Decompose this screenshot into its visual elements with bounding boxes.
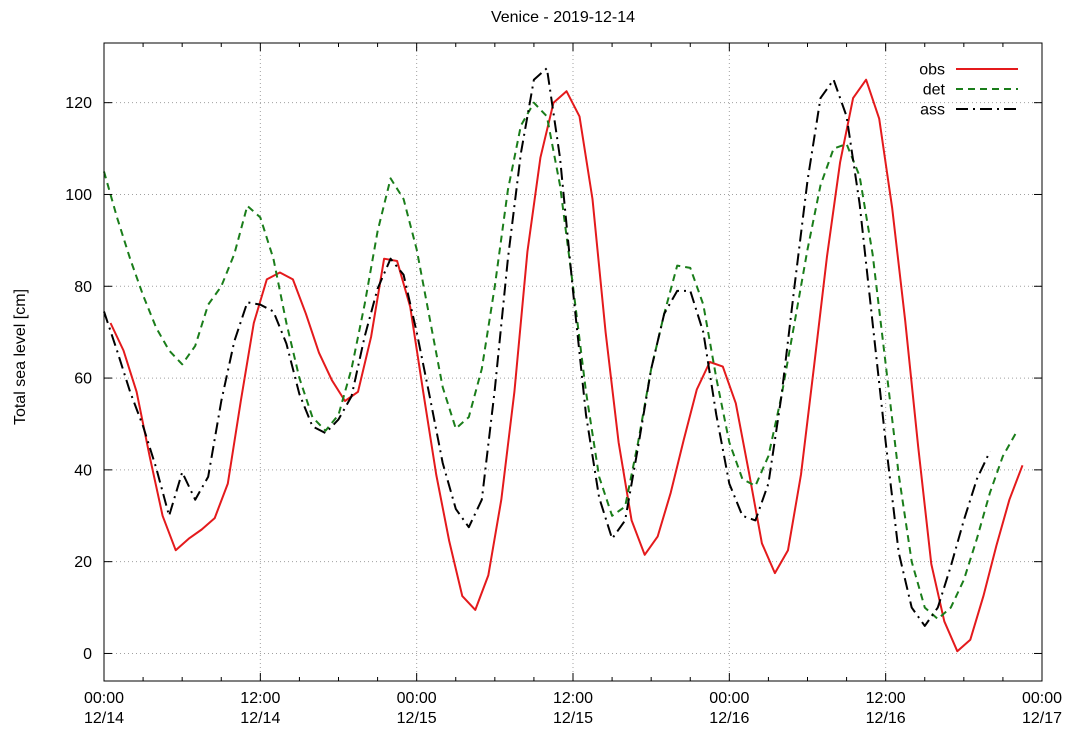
y-tick-label: 20 xyxy=(74,554,92,571)
x-tick-label-time: 12:00 xyxy=(866,690,906,707)
x-tick-label-time: 12:00 xyxy=(240,690,280,707)
y-tick-label: 40 xyxy=(74,462,92,479)
x-tick-label-time: 00:00 xyxy=(709,690,749,707)
x-tick-label-time: 12:00 xyxy=(553,690,593,707)
plot-series xyxy=(103,67,1024,653)
plot-frame xyxy=(103,42,1043,682)
legend-label-det: det xyxy=(923,82,946,99)
x-tick-label-time: 00:00 xyxy=(397,690,437,707)
y-tick-label: 100 xyxy=(65,187,92,204)
x-tick-label-date: 12/16 xyxy=(866,710,906,727)
y-tick-label: 120 xyxy=(65,95,92,112)
series-line-obs xyxy=(109,78,1024,653)
series-line-det xyxy=(103,101,1017,620)
series-line-ass xyxy=(103,67,991,627)
legend: obs det ass xyxy=(919,62,1018,119)
grid-lines xyxy=(104,43,1042,681)
y-tick-label: 0 xyxy=(83,646,92,663)
x-tick-label-date: 12/14 xyxy=(240,710,280,727)
x-tick-label-time: 00:00 xyxy=(1022,690,1062,707)
x-tick-label-date: 12/15 xyxy=(397,710,437,727)
x-tick-label-date: 12/15 xyxy=(553,710,593,727)
x-tick-label-date: 12/17 xyxy=(1022,710,1062,727)
chart-title: Venice - 2019-12-14 xyxy=(491,9,635,26)
axis-ticks: 0 20 40 60 80 100 120 00:00 12/14 12:00 12/14 00:00… xyxy=(65,43,1062,727)
y-tick-label: 60 xyxy=(74,371,92,388)
x-tick-label-time: 00:00 xyxy=(84,690,124,707)
y-tick-label: 80 xyxy=(74,279,92,296)
legend-label-ass: ass xyxy=(920,102,945,119)
x-tick-label-date: 12/14 xyxy=(84,710,124,727)
y-axis-label: Total sea level [cm] xyxy=(12,289,29,425)
x-tick-label-date: 12/16 xyxy=(709,710,749,727)
legend-label-obs: obs xyxy=(919,62,945,79)
